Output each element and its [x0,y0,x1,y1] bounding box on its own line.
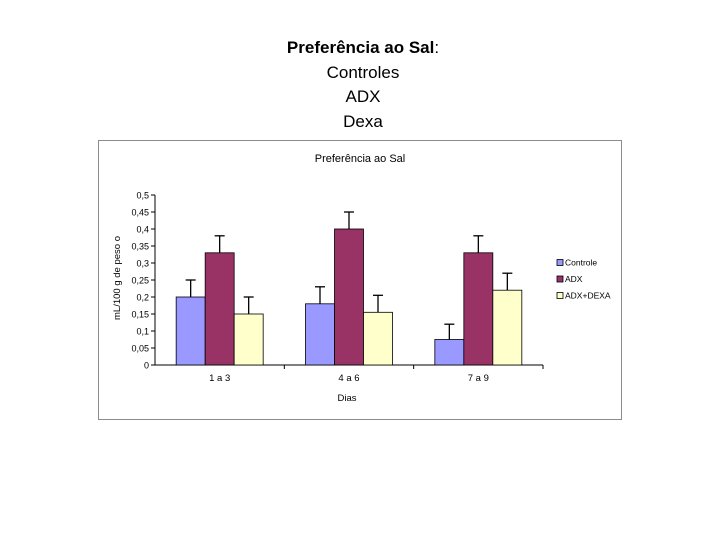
legend-swatch [556,275,564,283]
bar-controle [434,339,465,366]
legend-swatch [556,259,564,266]
x-axis-label: Dias [337,393,356,404]
bar-adx [463,252,494,366]
y-tick-label: 0,15 [131,310,149,320]
x-tick-label: 4 a 6 [338,373,359,384]
bar-adx [204,252,235,366]
y-tick-label: 0,5 [136,191,149,201]
slide-title-colon: : [434,38,440,57]
y-tick-label: 0,45 [131,208,149,218]
slide-line-controles: Controles [326,62,400,82]
y-tick-label: 0,3 [136,259,149,269]
x-tick-label: 7 a 9 [468,373,489,384]
y-tick-label: 0,2 [136,293,149,303]
legend-swatch [556,292,564,299]
slide-title-main: Preferência ao Sal [286,38,435,57]
slide-title: Preferência ao Sal: Controles ADX Dexa [0,36,720,134]
legend-label: ADX [565,274,583,284]
bar-adx-dexa [492,289,523,366]
bar-controle [175,296,206,366]
y-tick-label: 0,4 [136,225,149,235]
legend-label: ADX+DEXA [565,291,611,301]
y-tick-label: 0,35 [131,242,149,252]
y-tick-label: 0 [144,361,149,371]
slide-line-adx: ADX [345,87,381,106]
bar-adx-dexa [363,311,393,366]
bar-adx-dexa [233,313,264,366]
slide-line-dexa: Dexa [343,111,383,131]
y-tick-label: 0,25 [131,276,149,286]
bar-controle [305,303,335,366]
chart-title: Preferência ao Sal [315,153,406,165]
y-tick-label: 0,1 [136,327,149,337]
legend-label: Controle [565,258,597,268]
bar-adx [334,228,364,366]
y-tick-label: 0,05 [131,344,149,354]
x-tick-label: 1 a 3 [209,373,230,384]
y-axis-label: mL/100 g de peso o [112,236,123,320]
